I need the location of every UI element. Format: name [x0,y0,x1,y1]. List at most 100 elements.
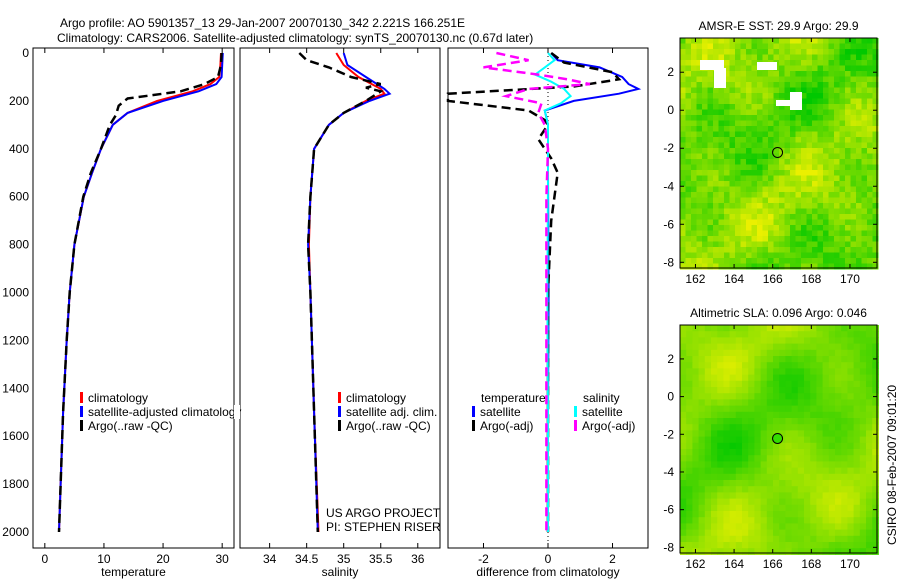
heatmap-cell [698,349,706,357]
heatmap-cell [828,120,835,127]
heatmap-cell [797,511,805,518]
heatmap-cell [850,65,857,72]
heatmap-cell [717,511,724,518]
heatmap-cell [828,236,835,242]
heatmap-cell [784,126,791,132]
heatmap-cell [768,247,774,253]
heatmap-cell [704,387,712,394]
heatmap-cell [812,104,818,110]
heatmap-cell [823,153,829,160]
heatmap-cell [806,203,813,209]
heatmap-cell [686,455,693,462]
heatmap-cell [806,164,813,171]
heatmap-cell [724,49,730,55]
heatmap-cell [784,181,791,187]
heatmap-cell [773,411,780,419]
heatmap-cell [704,473,712,481]
heatmap-cell [853,529,861,537]
heatmap-cell [718,219,725,226]
heatmap-cell [835,418,842,425]
heatmap-cell [751,170,758,176]
heatmap-cell [872,219,879,226]
heatmap-cell [823,236,829,242]
heatmap-cell [835,362,842,369]
heatmap-cell [680,325,687,332]
heatmap-cell [729,542,737,549]
heatmap-cell [680,115,686,121]
heatmap-cell [806,38,813,44]
heatmap-cell [735,60,741,66]
heatmap-cell [823,38,829,44]
heatmap-cell [861,93,868,99]
heatmap-cell [729,529,737,537]
heatmap-cell [872,480,879,487]
heatmap-cell [751,115,758,121]
heatmap-cell [762,219,769,226]
heatmap-cell [810,467,817,475]
heatmap-cell [768,126,774,132]
heatmap-cell [735,337,743,345]
heatmap-cell [828,480,836,487]
heatmap-cell [847,467,855,475]
heatmap-cell [711,387,718,394]
heatmap-cell [711,442,718,450]
heatmap-cell [686,523,693,531]
heatmap-cell [797,399,805,407]
heatmap-cell [773,54,780,61]
heatmap-cell [740,71,747,77]
heatmap-cell [711,498,718,506]
heatmap-cell [740,38,747,44]
heatmap-cell [785,362,793,369]
heatmap-cell [702,252,708,259]
heatmap-cell [797,455,805,462]
heatmap-cell [861,197,868,204]
heatmap-cell [735,49,741,55]
heatmap-cell [723,349,731,357]
heatmap-cell [795,142,802,149]
heatmap-cell [856,219,862,226]
heatmap-cell [702,137,708,143]
heatmap-cell [817,104,824,110]
heatmap-cell [866,418,873,425]
heatmap-cell [801,197,807,204]
heatmap-cell [751,236,758,242]
heatmap-cell [698,486,706,493]
heatmap-cell [847,548,855,555]
heatmap-cell [713,197,719,204]
heatmap-cell [718,197,725,204]
heatmap-cell [685,214,692,220]
heatmap-cell [834,60,840,66]
heatmap-cell [735,236,741,242]
heatmap-cell [742,424,749,431]
heatmap-cell [779,192,785,198]
heatmap-cell [748,442,755,450]
heatmap-cell [696,181,703,187]
heatmap-cell [680,529,687,537]
heatmap-cell [735,104,741,110]
heatmap-cell [773,247,780,253]
heatmap-cell [845,208,851,215]
heatmap-cell [680,480,687,487]
heatmap-cell [754,455,762,462]
heatmap-cell [740,137,747,143]
heatmap-cell [723,418,731,425]
heatmap-cell [801,142,807,149]
heatmap-cell [735,356,743,363]
heatmap-cell [812,241,818,248]
heatmap-cell [691,170,697,176]
heatmap-cell [704,343,712,351]
heatmap-cell [861,109,868,116]
heatmap-cell [784,203,791,209]
heatmap-cell [816,517,824,524]
heatmap-cell [784,208,791,215]
heatmap-cell [867,241,873,248]
heatmap-cell [856,60,862,66]
heatmap-cell [853,387,861,394]
heatmap-cell [795,49,802,55]
heatmap-cell [828,418,836,425]
heatmap-cell [768,109,774,116]
heatmap-cell [729,65,736,72]
heatmap-cell [707,142,714,149]
heatmap-cell [872,263,879,270]
heatmap-cell [822,517,830,524]
